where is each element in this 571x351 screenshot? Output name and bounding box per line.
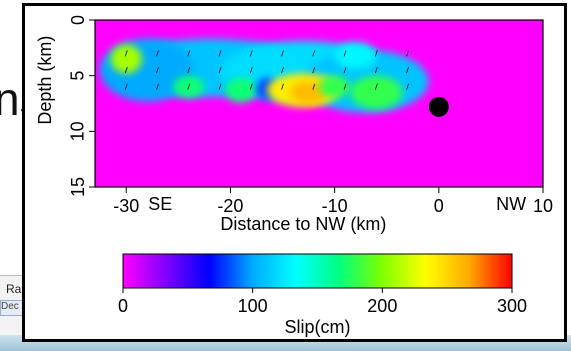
slip-chart: -30 -20 -10 0 10 0 5 10 15 SE NW Distance to NW… (35, 15, 553, 337)
slip-vector (187, 66, 191, 74)
plot-border (94, 19, 544, 188)
y-axis-label: Depth (km) (35, 36, 55, 125)
slip-vector (374, 83, 378, 90)
slip-vector (374, 50, 378, 57)
slip-vector (249, 83, 253, 90)
colorbar-tick-label: 100 (238, 296, 268, 316)
slip-patch (319, 75, 351, 98)
slip-vector (312, 66, 316, 74)
x-tick-label: -10 (322, 196, 348, 216)
slip-patch (350, 75, 403, 110)
slip-vector (312, 50, 316, 57)
slip-patch (225, 77, 257, 103)
slip-vector (156, 66, 159, 74)
slip-vector (187, 50, 191, 57)
x-tick-label: -20 (217, 196, 243, 216)
slip-vector (374, 66, 378, 74)
direction-label-nw: NW (496, 194, 526, 214)
slip-patch (110, 44, 142, 74)
slip-vector (124, 83, 128, 90)
slip-vector (281, 50, 284, 57)
hypocenter-marker (428, 96, 449, 117)
y-tick-label: 5 (68, 71, 88, 81)
background-panel-title: Ra (6, 282, 22, 296)
slip-vector (218, 83, 222, 90)
slip-vector (281, 83, 284, 90)
direction-label-se: SE (148, 194, 172, 214)
slip-vector (249, 50, 253, 57)
y-tick-label: 10 (68, 121, 88, 141)
slip-vector (343, 66, 347, 74)
colorbar-tick-label: 200 (367, 296, 397, 316)
slip-vector (406, 66, 409, 74)
colorbar-tick-label: 300 (497, 296, 527, 316)
colorbar-label: Slip(cm) (285, 317, 351, 337)
slip-vector (343, 50, 347, 57)
x-tick-label: 0 (434, 196, 444, 216)
slip-vector (218, 50, 222, 57)
slip-vector (156, 83, 159, 90)
y-tick-label: 15 (68, 177, 88, 197)
colorbar-ticks: 0 100 200 300 (118, 288, 527, 316)
slip-patch (289, 81, 328, 104)
slip-vector (406, 83, 409, 90)
slip-vector (343, 83, 347, 90)
slip-vector (124, 50, 128, 57)
slip-patches (100, 38, 429, 113)
x-axis-label: Distance to NW (km) (220, 214, 386, 234)
slip-vector (249, 66, 253, 74)
colorbar-tick-label: 0 (118, 296, 128, 316)
slip-vector (187, 83, 191, 90)
y-tick-label: 0 (68, 15, 88, 25)
slip-vector (218, 66, 222, 74)
y-axis: 0 5 10 15 (68, 15, 95, 197)
slip-vector (156, 50, 159, 57)
slip-vectors (124, 50, 409, 90)
figure-frame: -30 -20 -10 0 10 0 5 10 15 SE NW Distance to NW… (22, 3, 567, 342)
colorbar-gradient (122, 253, 513, 289)
slip-vector (124, 66, 128, 74)
slip-vector (281, 66, 284, 74)
colorbar: 0 100 200 300 Slip(cm) (118, 253, 527, 337)
slip-vector (312, 83, 316, 90)
x-tick-label: 10 (533, 196, 553, 216)
slip-patch (334, 42, 377, 69)
plot-area: -30 -20 -10 0 10 0 5 10 15 SE NW Distance to NW… (35, 15, 553, 234)
slip-vector (406, 50, 409, 57)
x-axis: -30 -20 -10 0 10 (113, 187, 553, 216)
x-tick-label: -30 (113, 196, 139, 216)
